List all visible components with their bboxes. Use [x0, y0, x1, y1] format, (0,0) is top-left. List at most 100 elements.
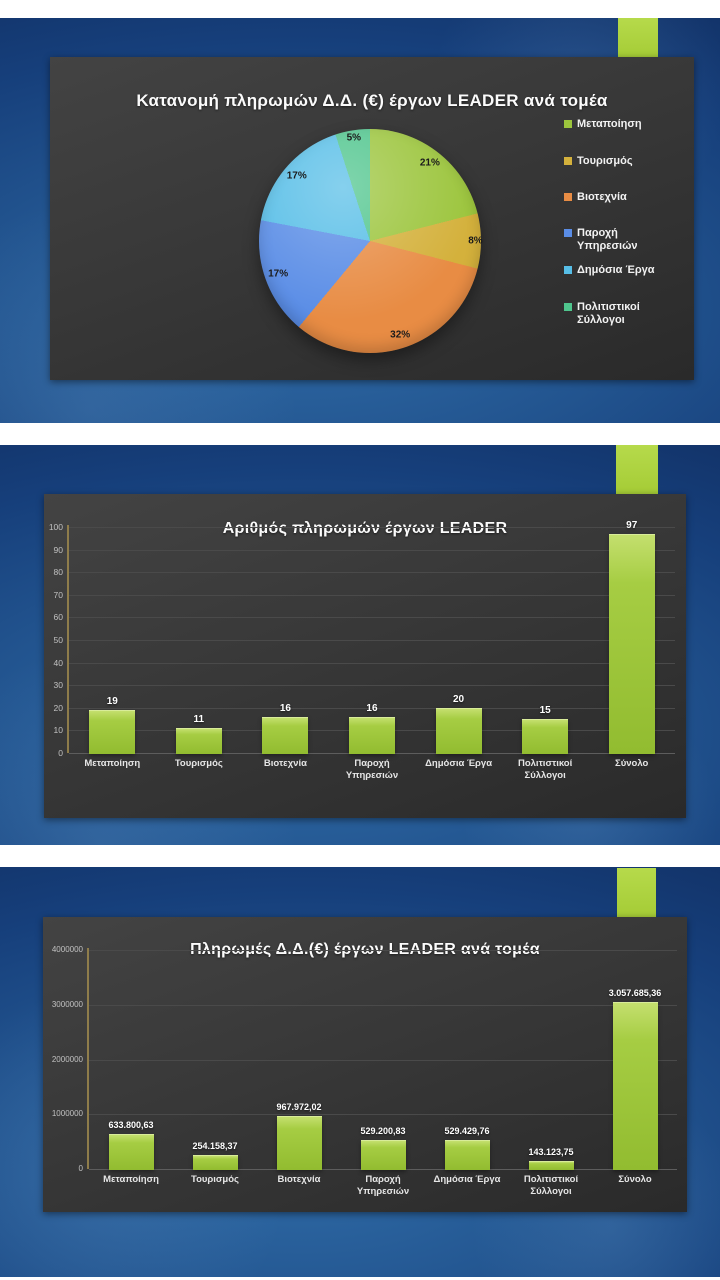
bar-value-label: 529.200,83	[360, 1126, 406, 1137]
gridline	[89, 950, 677, 951]
category-label: Παροχή Υπηρεσιών	[356, 1174, 410, 1197]
legend-label: Πολιτιστικοί Σύλλογοι	[577, 301, 640, 326]
y-tick-label: 40	[53, 657, 63, 668]
bar-value-label: 967.972,02	[276, 1102, 322, 1112]
bar-value-label: 254.158,37	[192, 1141, 238, 1152]
y-tick-label: 0	[58, 748, 63, 758]
y-tick-label: 50	[53, 635, 63, 645]
category-label: Τουρισμός	[190, 1174, 239, 1185]
y-tick-label: 10	[53, 725, 63, 736]
bar-value-label: 11	[193, 714, 205, 726]
bar-value-label: 16	[366, 702, 378, 714]
bar	[276, 1116, 322, 1170]
accent-tab	[616, 445, 658, 494]
gridline	[69, 662, 675, 664]
y-tick-label: 20	[53, 702, 63, 713]
category-label: Πολιτιστικοί Σύλλογοι	[523, 1174, 579, 1197]
screenshot-pie-slide: Κατανομή πληρωμών Δ.Δ. (€) έργων LEADER …	[0, 18, 720, 423]
category-label: Δημόσια Έργα	[425, 758, 493, 769]
bar	[89, 710, 136, 754]
bar	[360, 1140, 406, 1170]
pie-slice-label: 5%	[346, 132, 362, 144]
legend-label: Δημόσια Έργα	[577, 264, 655, 276]
bar	[608, 533, 655, 754]
y-tick-label: 0	[78, 1164, 83, 1173]
bar	[108, 1134, 154, 1170]
pie-slice-label: 17%	[268, 268, 289, 280]
y-tick-label: 60	[53, 612, 63, 623]
chart-title: Αριθμός πληρωμών έργων LEADER	[222, 519, 508, 537]
y-tick-label: 30	[53, 680, 63, 691]
screenshot-bar-slide-payments: Πληρωμές Δ.Δ.(€) έργων LEADER ανά τομέα …	[0, 867, 720, 1277]
category-label: Σύνολο	[618, 1174, 652, 1185]
bar-value-label: 15	[539, 705, 551, 717]
y-tick-label: 70	[53, 589, 63, 600]
legend-item: Πολιτιστικοί Σύλλογοι	[564, 301, 689, 327]
gridline	[89, 1114, 677, 1116]
bar-chart: 0 1000000 2000000 3000000 4000000 633.800,63 Μ…	[43, 917, 687, 1212]
y-tick-label: 4000000	[51, 945, 83, 954]
slide-canvas: Αριθμός πληρωμών έργων LEADER 0 10 20 30 40 5…	[44, 494, 686, 818]
category-label: Μεταποίηση	[84, 758, 141, 769]
y-axis-line	[87, 948, 89, 1169]
bar	[175, 728, 222, 754]
y-tick-label: 3000000	[51, 999, 83, 1009]
gridline	[69, 549, 675, 551]
legend-item: Βιοτεχνία	[564, 191, 689, 204]
bar	[522, 719, 569, 754]
legend-label: Μεταποίηση	[577, 118, 642, 130]
gridline	[89, 1004, 677, 1006]
category-label: Παροχή Υπηρεσιών	[345, 758, 399, 781]
legend-item: Τουρισμός	[564, 155, 689, 168]
legend-label: Παροχή Υπηρεσιών	[577, 227, 638, 252]
y-tick-label: 2000000	[51, 1054, 83, 1064]
bar-value-label: 3.057.685,36	[608, 987, 662, 998]
screenshot-bar-slide-counts: Αριθμός πληρωμών έργων LEADER 0 10 20 30 40 5…	[0, 445, 720, 845]
legend-swatch	[564, 266, 572, 274]
gridline	[69, 617, 675, 619]
bar-value-label: 19	[106, 696, 118, 708]
bar	[444, 1140, 490, 1170]
pie-slice-label: 8%	[468, 235, 483, 247]
accent-tab	[617, 868, 656, 917]
legend-label: Τουρισμός	[577, 155, 633, 167]
legend-item: Δημόσια Έργα	[564, 264, 689, 277]
bar	[349, 716, 395, 754]
legend-swatch	[564, 193, 572, 201]
bar-value-label: 16	[279, 702, 291, 714]
legend-swatch	[564, 303, 572, 311]
y-tick-label: 80	[53, 567, 63, 578]
accent-tab	[618, 18, 658, 58]
category-label: Τουρισμός	[174, 758, 223, 769]
pie-slice-label: 21%	[419, 157, 440, 169]
legend-swatch	[564, 229, 572, 237]
bar	[262, 716, 309, 754]
category-label: Μεταποίηση	[103, 1174, 159, 1185]
gridline	[69, 640, 675, 641]
category-label: Πολιτιστικοί Σύλλογοι	[517, 758, 573, 781]
y-tick-label: 90	[53, 544, 63, 555]
gridline	[69, 707, 675, 709]
pie-slice-label: 17%	[286, 170, 307, 182]
bar-value-label: 529.429,76	[444, 1126, 490, 1136]
y-tick-label: 100	[48, 522, 63, 532]
legend-item: Παροχή Υπηρεσιών	[564, 227, 689, 253]
pie-chart: 21% 8% 32% 17% 17% 5%	[259, 129, 483, 353]
category-label: Σύνολο	[615, 758, 649, 769]
bar-value-label: 143.123,75	[528, 1147, 574, 1158]
y-tick-label: 1000000	[51, 1109, 83, 1119]
legend-label: Βιοτεχνία	[577, 191, 627, 203]
legend-swatch	[564, 157, 572, 165]
chart-title: Κατανομή πληρωμών Δ.Δ. (€) έργων LEADER …	[136, 91, 608, 111]
gridline	[69, 572, 675, 574]
pie-disc	[259, 129, 481, 353]
bar	[435, 707, 482, 754]
gridline	[89, 1059, 677, 1061]
category-label: Βιοτεχνία	[277, 1174, 321, 1185]
bar-chart: 0 10 20 30 40 50 60 70 80 90 100 19 Μεταποίηση 11 Τουρ…	[44, 494, 686, 818]
gridline	[69, 527, 675, 528]
y-axis-line	[67, 525, 69, 753]
gridline	[69, 594, 675, 596]
pie-slice-label: 32%	[390, 329, 411, 341]
